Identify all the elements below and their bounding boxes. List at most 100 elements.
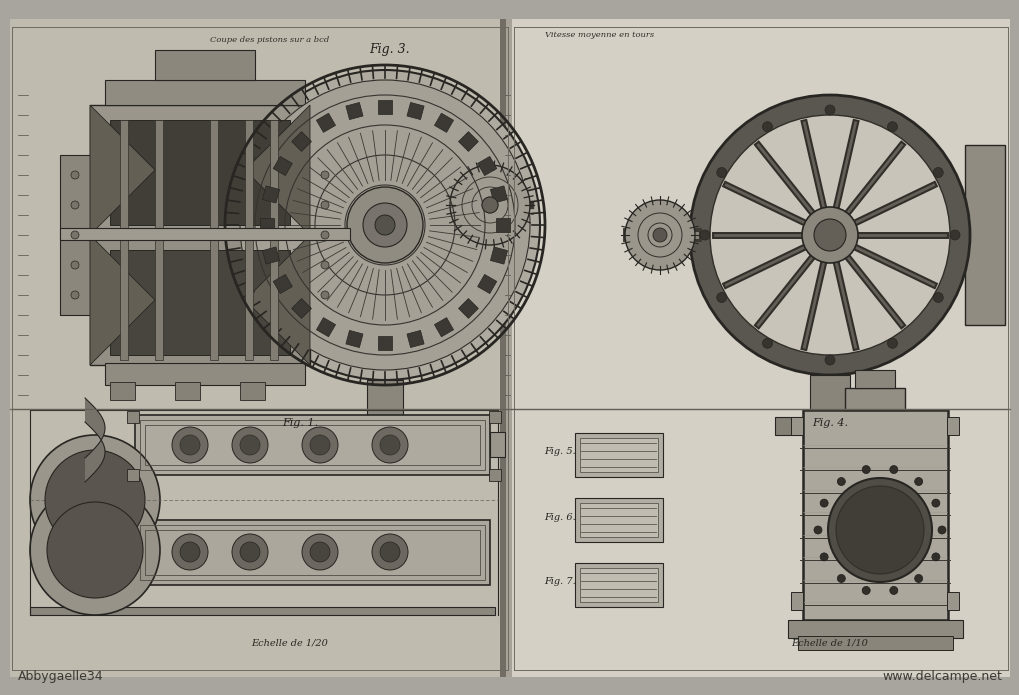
Circle shape	[652, 228, 666, 242]
Bar	[575, 498, 662, 542]
Circle shape	[837, 575, 845, 582]
Circle shape	[813, 219, 845, 251]
Bar	[512, 19, 1009, 677]
Circle shape	[363, 203, 407, 247]
Polygon shape	[90, 105, 155, 235]
Circle shape	[716, 293, 726, 302]
Circle shape	[45, 450, 145, 550]
Bar	[30, 607, 494, 615]
Bar	[210, 120, 218, 360]
Circle shape	[346, 187, 423, 263]
Bar	[505, 19, 512, 677]
Circle shape	[321, 231, 329, 239]
Text: www.delcampe.net: www.delcampe.net	[881, 670, 1001, 683]
Bar	[110, 120, 289, 225]
Text: Fig. 3.: Fig. 3.	[369, 44, 410, 56]
Circle shape	[239, 542, 260, 562]
Bar	[262, 247, 279, 264]
Circle shape	[321, 261, 329, 269]
Bar	[378, 100, 391, 114]
Bar	[477, 156, 496, 176]
Bar	[316, 113, 335, 132]
Bar	[260, 218, 274, 232]
Bar	[790, 592, 802, 610]
Bar	[774, 417, 884, 435]
Circle shape	[762, 122, 771, 132]
Circle shape	[30, 435, 160, 565]
Circle shape	[229, 70, 539, 380]
Text: Fig. 4.: Fig. 4.	[811, 418, 847, 428]
Bar	[345, 102, 363, 120]
Circle shape	[30, 485, 160, 615]
Circle shape	[887, 122, 897, 132]
Bar	[10, 19, 512, 677]
Circle shape	[380, 542, 399, 562]
Circle shape	[310, 542, 330, 562]
Circle shape	[625, 200, 694, 270]
Bar	[155, 120, 163, 360]
Bar	[110, 382, 135, 400]
Circle shape	[914, 575, 922, 582]
Circle shape	[824, 105, 835, 115]
Bar	[964, 145, 1004, 325]
Circle shape	[449, 165, 530, 245]
Bar	[105, 80, 305, 105]
Polygon shape	[245, 235, 310, 365]
Circle shape	[321, 201, 329, 209]
Bar	[459, 131, 478, 152]
Bar	[580, 503, 657, 537]
Bar	[407, 102, 424, 120]
Text: Echelle de 1/10: Echelle de 1/10	[791, 639, 867, 648]
Bar	[90, 235, 310, 365]
Circle shape	[310, 435, 330, 455]
Circle shape	[914, 477, 922, 486]
Circle shape	[949, 230, 959, 240]
Circle shape	[931, 553, 938, 561]
Bar	[367, 380, 403, 435]
Circle shape	[827, 478, 931, 582]
Bar	[490, 186, 507, 203]
Circle shape	[813, 526, 821, 534]
Circle shape	[372, 427, 408, 463]
Bar	[316, 318, 335, 337]
Circle shape	[762, 338, 771, 348]
Text: Abbygaelle34: Abbygaelle34	[18, 670, 104, 683]
Bar	[797, 636, 952, 650]
Circle shape	[824, 355, 835, 365]
Bar	[262, 186, 279, 203]
Circle shape	[932, 167, 943, 177]
Text: Vitesse moyenne en tours: Vitesse moyenne en tours	[545, 31, 654, 39]
Bar	[127, 411, 139, 423]
Circle shape	[699, 230, 709, 240]
Bar	[575, 433, 662, 477]
Circle shape	[321, 171, 329, 179]
Circle shape	[380, 435, 399, 455]
Circle shape	[837, 477, 845, 486]
Bar	[291, 131, 311, 152]
Circle shape	[239, 435, 260, 455]
Bar	[488, 411, 500, 423]
Circle shape	[302, 534, 337, 570]
Circle shape	[689, 95, 969, 375]
Bar	[145, 425, 480, 465]
Circle shape	[889, 587, 897, 594]
Circle shape	[375, 215, 394, 235]
Polygon shape	[245, 105, 310, 235]
Bar	[239, 382, 265, 400]
Bar	[946, 592, 958, 610]
Circle shape	[716, 167, 726, 177]
Circle shape	[819, 553, 827, 561]
Bar	[245, 120, 253, 360]
Circle shape	[889, 466, 897, 473]
Bar	[273, 275, 292, 293]
Circle shape	[231, 534, 268, 570]
Bar	[135, 520, 489, 585]
Circle shape	[482, 197, 497, 213]
Polygon shape	[90, 235, 155, 365]
Bar	[788, 620, 962, 638]
Bar	[489, 432, 504, 457]
Bar	[434, 318, 453, 337]
Bar	[60, 155, 90, 315]
Text: Fig. 1.: Fig. 1.	[281, 418, 318, 428]
Bar	[844, 388, 904, 410]
